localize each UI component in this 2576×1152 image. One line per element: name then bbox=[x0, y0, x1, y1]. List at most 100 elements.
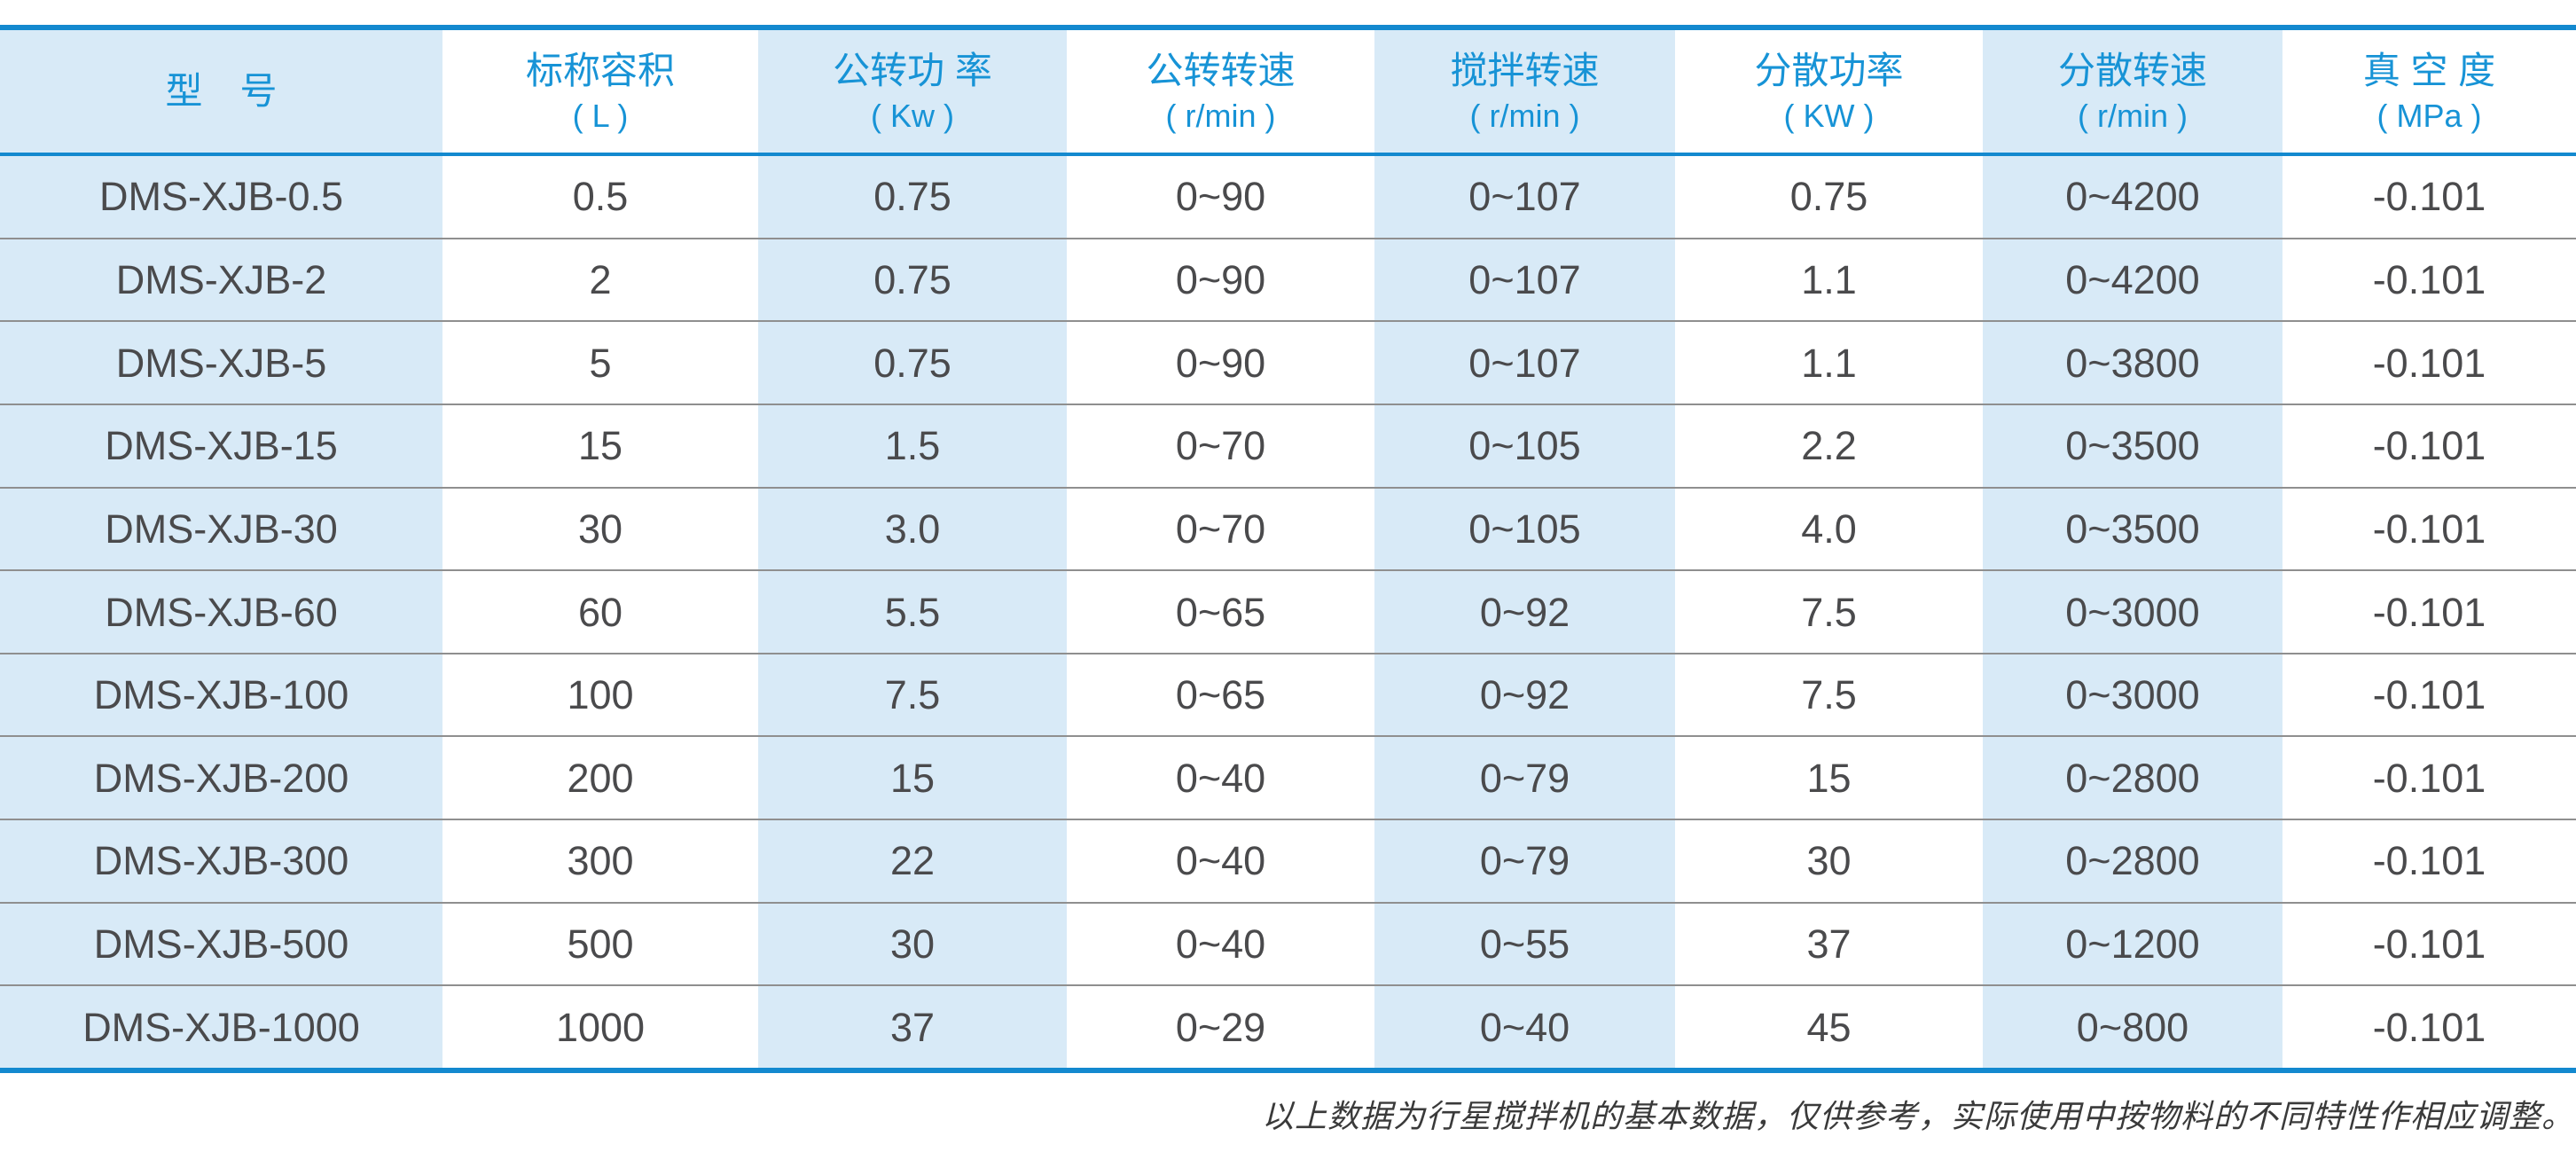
table-cell: 0~92 bbox=[1374, 571, 1675, 653]
column-unit: ( r/min ) bbox=[1469, 98, 1580, 134]
table-cell: 0~105 bbox=[1374, 488, 1675, 570]
table-cell: 0~3000 bbox=[1983, 571, 2282, 653]
column-header-2: 公转功 率 ( Kw ) bbox=[758, 30, 1067, 153]
table-cell: 30 bbox=[758, 903, 1067, 985]
table-cell: 7.5 bbox=[1801, 672, 1857, 718]
table-cell: 0~90 bbox=[1175, 340, 1266, 386]
table-cell: 2 bbox=[589, 256, 612, 302]
column-header-7: 真 空 度 ( MPa ) bbox=[2282, 30, 2576, 153]
column-title: 分散功率 bbox=[1754, 50, 1904, 91]
table-cell: 1.1 bbox=[1801, 256, 1857, 302]
table-cell: 5.5 bbox=[758, 571, 1067, 653]
footer-note: 以上数据为行星搅拌机的基本数据，仅供参考，实际使用中按物料的不同特性作相应调整。 bbox=[1261, 1099, 2574, 1135]
table-cell: 15 bbox=[758, 737, 1067, 819]
table-cell: 7.5 bbox=[758, 654, 1067, 736]
column-header-3: 公转转速 ( r/min ) bbox=[1067, 30, 1374, 153]
table-bottom-border bbox=[0, 1068, 2576, 1073]
table-cell: 0~40 bbox=[1175, 921, 1266, 968]
column-title: 真 空 度 bbox=[2362, 50, 2496, 91]
table-cell: 60 bbox=[577, 589, 623, 635]
table-cell: 0~107 bbox=[1374, 322, 1675, 404]
table-cell: -0.101 bbox=[2372, 755, 2486, 801]
table-cell: 500 bbox=[567, 921, 634, 968]
table-cell: 15 bbox=[1806, 755, 1852, 801]
column-header-6: 分散转速 ( r/min ) bbox=[1983, 30, 2282, 153]
table-cell: 0~3500 bbox=[1983, 488, 2282, 570]
table-row: DMS-XJB-200 200 15 0~40 0~79 15 0~2800 -0.101 bbox=[0, 735, 2576, 819]
model-cell: DMS-XJB-60 bbox=[0, 571, 442, 653]
table-cell: 1.1 bbox=[1801, 340, 1857, 386]
table-cell: -0.101 bbox=[2372, 340, 2486, 386]
header-divider bbox=[0, 153, 2576, 156]
model-cell: DMS-XJB-500 bbox=[0, 903, 442, 985]
table-cell: 300 bbox=[567, 838, 634, 884]
table-cell: 0~40 bbox=[1374, 986, 1675, 1069]
table-row: DMS-XJB-0.5 0.5 0.75 0~90 0~107 0.75 0~4200 -0.… bbox=[0, 156, 2576, 238]
column-title: 公转转速 bbox=[1146, 50, 1296, 91]
column-title: 型 号 bbox=[165, 70, 278, 112]
table-cell: -0.101 bbox=[2372, 505, 2486, 552]
table-cell: -0.101 bbox=[2372, 1004, 2486, 1050]
table-row: DMS-XJB-5 5 0.75 0~90 0~107 1.1 0~3800 -0.101 bbox=[0, 320, 2576, 404]
table-cell: 0~70 bbox=[1175, 505, 1266, 552]
table-cell: -0.101 bbox=[2372, 256, 2486, 302]
column-title: 标称容积 bbox=[525, 50, 675, 91]
table-cell: -0.101 bbox=[2372, 672, 2486, 718]
table-row: DMS-XJB-15 15 1.5 0~70 0~105 2.2 0~3500 -0.101 bbox=[0, 403, 2576, 487]
table-cell: -0.101 bbox=[2372, 423, 2486, 469]
column-unit: ( r/min ) bbox=[2078, 98, 2188, 134]
table-cell: 1000 bbox=[555, 1004, 646, 1050]
table-cell: 0~3500 bbox=[1983, 404, 2282, 487]
table-cell: 0~105 bbox=[1374, 404, 1675, 487]
model-cell: DMS-XJB-30 bbox=[0, 488, 442, 570]
table-cell: 0.75 bbox=[758, 156, 1067, 238]
model-cell: DMS-XJB-0.5 bbox=[0, 156, 442, 238]
column-header-0: 型 号 bbox=[0, 30, 442, 153]
column-unit: ( Kw ) bbox=[871, 98, 954, 134]
table-cell: 0~90 bbox=[1175, 174, 1266, 220]
table-cell: 0~4200 bbox=[1983, 156, 2282, 238]
table-cell: 0.75 bbox=[758, 322, 1067, 404]
table-row: DMS-XJB-500 500 30 0~40 0~55 37 0~1200 -0.101 bbox=[0, 901, 2576, 985]
table-cell: 5 bbox=[589, 340, 612, 386]
table-cell: 0~4200 bbox=[1983, 239, 2282, 321]
column-unit: ( r/min ) bbox=[1165, 98, 1276, 134]
model-cell: DMS-XJB-300 bbox=[0, 820, 442, 902]
table-cell: -0.101 bbox=[2372, 921, 2486, 968]
table-cell: 0~90 bbox=[1175, 256, 1266, 302]
table-cell: 0.5 bbox=[572, 174, 629, 220]
column-header-5: 分散功率 ( KW ) bbox=[1675, 30, 1983, 153]
model-cell: DMS-XJB-2 bbox=[0, 239, 442, 321]
table-row: DMS-XJB-1000 1000 37 0~29 0~40 45 0~800 -0.101 bbox=[0, 984, 2576, 1069]
table-body: DMS-XJB-0.5 0.5 0.75 0~90 0~107 0.75 0~4200 -0.… bbox=[0, 156, 2576, 1069]
model-cell: DMS-XJB-15 bbox=[0, 404, 442, 487]
column-unit: ( L ) bbox=[572, 98, 629, 134]
table-cell: 0~2800 bbox=[1983, 737, 2282, 819]
table-cell: 0~65 bbox=[1175, 589, 1266, 635]
table-cell: 7.5 bbox=[1801, 589, 1857, 635]
table-cell: 37 bbox=[758, 986, 1067, 1069]
table-cell: 0~3000 bbox=[1983, 654, 2282, 736]
table-cell: 0~40 bbox=[1175, 838, 1266, 884]
table-cell: 30 bbox=[577, 505, 623, 552]
table-row: DMS-XJB-60 60 5.5 0~65 0~92 7.5 0~3000 -0.101 bbox=[0, 569, 2576, 653]
table-row: DMS-XJB-2 2 0.75 0~90 0~107 1.1 0~4200 -0.101 bbox=[0, 237, 2576, 321]
column-title: 公转功 率 bbox=[833, 50, 992, 91]
column-title: 分散转速 bbox=[2057, 50, 2207, 91]
column-header-1: 标称容积 ( L ) bbox=[442, 30, 758, 153]
model-cell: DMS-XJB-5 bbox=[0, 322, 442, 404]
table-cell: 0~70 bbox=[1175, 423, 1266, 469]
table-cell: 0.75 bbox=[1789, 174, 1868, 220]
table-cell: 0~107 bbox=[1374, 156, 1675, 238]
column-header-4: 搅拌转速 ( r/min ) bbox=[1374, 30, 1675, 153]
table-cell: -0.101 bbox=[2372, 589, 2486, 635]
model-cell: DMS-XJB-200 bbox=[0, 737, 442, 819]
table-cell: 0~92 bbox=[1374, 654, 1675, 736]
table-top-border bbox=[0, 25, 2576, 30]
table-header-row: 型 号 标称容积 ( L ) 公转功 率 ( Kw ) 公转转速 ( r/min… bbox=[0, 30, 2576, 153]
table-cell: -0.101 bbox=[2372, 174, 2486, 220]
column-unit: ( MPa ) bbox=[2376, 98, 2482, 134]
table-cell: 15 bbox=[577, 423, 623, 469]
model-cell: DMS-XJB-100 bbox=[0, 654, 442, 736]
